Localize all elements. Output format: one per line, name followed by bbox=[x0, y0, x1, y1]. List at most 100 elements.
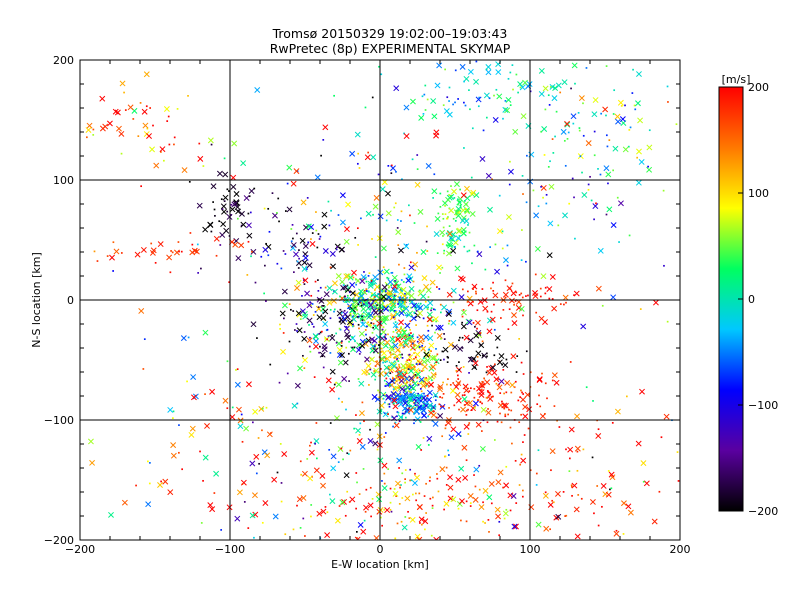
cross-marker bbox=[573, 290, 580, 297]
cross-marker bbox=[385, 210, 392, 217]
dot-marker bbox=[470, 192, 473, 194]
cross-marker bbox=[331, 297, 337, 304]
dot-marker bbox=[341, 340, 343, 343]
cross-marker bbox=[365, 362, 372, 369]
cross-marker bbox=[413, 367, 420, 374]
cross-marker bbox=[374, 360, 381, 367]
cross-marker bbox=[252, 492, 258, 499]
dot-marker bbox=[481, 340, 484, 343]
cross-marker bbox=[511, 312, 517, 319]
cross-marker bbox=[663, 413, 670, 420]
dot-marker bbox=[545, 193, 548, 196]
cross-marker bbox=[414, 533, 421, 540]
cross-marker bbox=[162, 478, 169, 485]
cross-marker bbox=[447, 341, 454, 348]
cross-marker bbox=[410, 315, 417, 322]
cross-marker bbox=[392, 403, 399, 410]
dot-marker bbox=[356, 316, 359, 318]
cross-marker bbox=[410, 98, 416, 105]
cross-marker bbox=[469, 211, 476, 217]
dot-marker bbox=[439, 272, 441, 274]
dot-marker bbox=[555, 110, 558, 113]
dot-marker bbox=[405, 314, 407, 317]
dot-marker bbox=[479, 401, 482, 403]
cross-marker bbox=[486, 494, 493, 501]
dot-marker bbox=[535, 484, 538, 486]
dot-marker bbox=[358, 327, 360, 330]
dot-marker bbox=[425, 377, 428, 379]
dot-marker bbox=[443, 508, 445, 511]
cross-marker bbox=[146, 133, 152, 140]
cross-marker bbox=[236, 406, 242, 413]
dot-marker bbox=[358, 493, 361, 495]
dot-marker bbox=[240, 420, 242, 422]
cross-marker bbox=[568, 426, 575, 433]
dot-marker bbox=[662, 189, 665, 192]
dot-marker bbox=[292, 310, 295, 312]
cross-marker bbox=[446, 250, 452, 257]
dot-marker bbox=[567, 131, 570, 134]
dot-marker bbox=[333, 94, 335, 97]
cross-marker bbox=[495, 513, 502, 520]
dot-marker bbox=[315, 457, 318, 460]
dot-marker bbox=[457, 507, 460, 510]
dot-marker bbox=[481, 288, 484, 290]
dot-marker bbox=[303, 367, 306, 370]
dot-marker bbox=[354, 340, 356, 343]
cross-marker bbox=[403, 375, 410, 382]
dot-marker bbox=[271, 192, 274, 194]
dot-marker bbox=[390, 272, 393, 274]
cross-marker bbox=[636, 71, 642, 77]
dot-marker bbox=[571, 485, 573, 488]
cross-marker bbox=[342, 359, 349, 366]
cross-marker bbox=[463, 423, 470, 430]
cross-marker bbox=[238, 242, 245, 249]
dot-marker bbox=[627, 145, 630, 148]
dot-marker bbox=[329, 493, 331, 496]
dot-marker bbox=[404, 469, 407, 471]
cross-marker bbox=[455, 228, 462, 235]
dot-marker bbox=[312, 325, 315, 328]
cross-marker bbox=[314, 174, 321, 181]
cross-marker bbox=[85, 127, 92, 133]
dot-marker bbox=[265, 300, 267, 303]
dot-marker bbox=[92, 128, 95, 131]
dot-marker bbox=[382, 361, 384, 364]
dot-marker bbox=[475, 292, 477, 295]
dot-marker bbox=[314, 442, 316, 445]
dot-marker bbox=[310, 294, 313, 297]
dot-marker bbox=[448, 407, 450, 409]
cross-marker bbox=[503, 402, 509, 409]
cross-marker bbox=[635, 179, 642, 186]
dot-marker bbox=[335, 332, 338, 335]
dot-marker bbox=[303, 331, 306, 333]
dot-marker bbox=[357, 244, 359, 246]
dot-marker bbox=[616, 196, 619, 199]
dot-marker bbox=[279, 323, 281, 326]
dot-marker bbox=[490, 310, 493, 313]
cross-marker bbox=[618, 200, 624, 207]
cross-marker bbox=[253, 453, 260, 460]
dot-marker bbox=[403, 389, 405, 391]
cross-marker bbox=[343, 238, 350, 245]
cross-marker bbox=[365, 210, 372, 217]
dot-marker bbox=[339, 308, 342, 311]
dot-marker bbox=[434, 405, 437, 408]
dot-marker bbox=[378, 500, 381, 503]
dot-marker bbox=[472, 288, 474, 290]
cross-marker bbox=[574, 445, 581, 452]
cross-marker bbox=[423, 334, 430, 340]
dot-marker bbox=[361, 312, 364, 315]
cross-marker bbox=[495, 479, 502, 486]
dot-marker bbox=[514, 380, 517, 383]
cross-marker bbox=[299, 308, 306, 315]
dot-marker bbox=[178, 424, 180, 426]
cross-marker bbox=[364, 154, 371, 161]
cross-marker bbox=[571, 482, 578, 489]
dot-marker bbox=[378, 396, 381, 399]
dot-marker bbox=[454, 219, 457, 222]
dot-marker bbox=[615, 529, 618, 532]
dot-marker bbox=[380, 368, 382, 370]
cross-marker bbox=[355, 427, 362, 434]
dot-marker bbox=[393, 488, 396, 490]
